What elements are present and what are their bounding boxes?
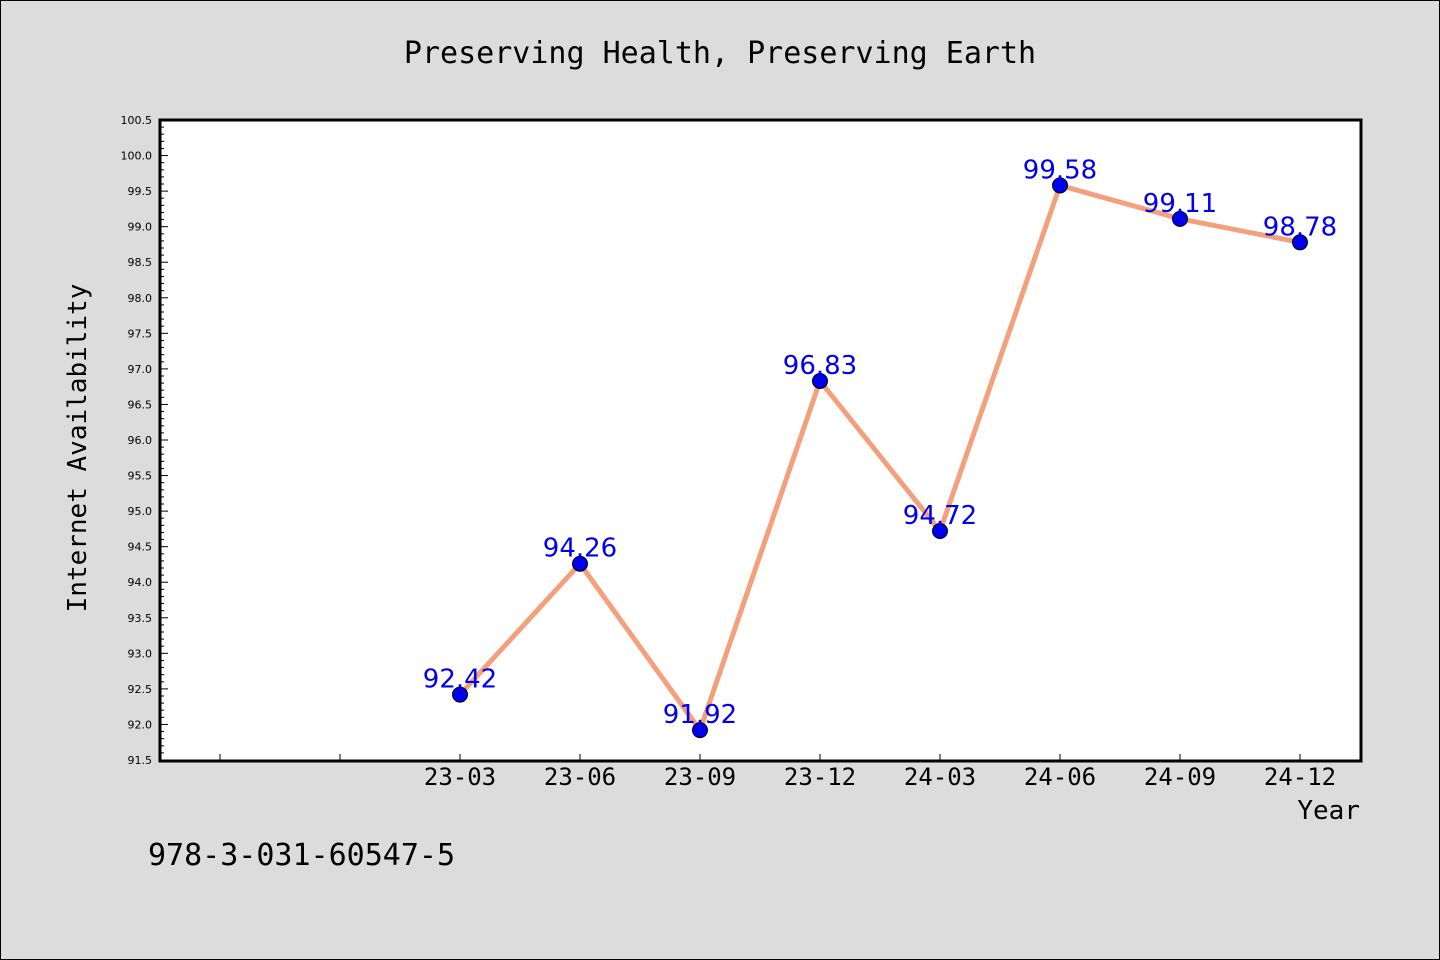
- y-tick-label: 94.0: [128, 576, 153, 589]
- y-tick-label: 97.0: [128, 363, 153, 376]
- y-tick-label: 97.5: [128, 327, 153, 340]
- data-point: [1292, 234, 1308, 251]
- data-label: 99.58: [1023, 155, 1097, 185]
- isbn-footer: 978-3-031-60547-5: [148, 838, 455, 873]
- x-axis: 23-03 23-06 23-09 23-12 24-03 24-06 24-09 24-12: [219, 754, 1336, 791]
- y-tick-label: 93.5: [128, 612, 153, 625]
- x-tick-label: 24-03: [904, 763, 976, 791]
- x-tick-label: 24-12: [1264, 763, 1336, 791]
- y-tick-label: 100.0: [121, 150, 153, 163]
- y-tick-label: 100.5: [121, 114, 153, 127]
- y-tick-label: 98.5: [128, 256, 153, 269]
- plot-area: [158, 118, 1363, 763]
- data-point: [452, 686, 468, 703]
- x-tick-label: 23-12: [784, 763, 856, 791]
- data-label: 98.78: [1263, 212, 1337, 242]
- x-tick-label: 23-09: [664, 763, 736, 791]
- x-axis-label: Year: [1297, 796, 1360, 826]
- x-tick-label: 23-03: [424, 763, 496, 791]
- y-axis: 91.5 92.0 92.5 93.0 93.5 94.0 94.5 95.0 95.5 96.0…: [121, 114, 168, 767]
- y-axis-label: Internet Availability: [63, 284, 93, 613]
- data-point: [812, 372, 828, 389]
- x-tick-label: 24-06: [1024, 763, 1096, 791]
- data-label: 96.83: [783, 351, 857, 381]
- x-tick-label: 24-09: [1144, 763, 1216, 791]
- data-point: [1172, 210, 1188, 227]
- y-tick-label: 96.5: [128, 398, 153, 411]
- data-point: [692, 722, 708, 739]
- y-tick-label: 93.0: [128, 647, 153, 660]
- y-tick-label: 92.5: [128, 683, 153, 696]
- y-tick-label: 96.0: [128, 434, 153, 447]
- chart-title: Preserving Health, Preserving Earth: [404, 36, 1036, 71]
- y-tick-label: 94.5: [128, 541, 153, 554]
- y-tick-label: 99.0: [128, 221, 153, 234]
- data-point: [932, 523, 948, 540]
- y-tick-label: 98.0: [128, 292, 153, 305]
- y-tick-label: 95.5: [128, 470, 153, 483]
- data-label: 94.26: [543, 534, 617, 564]
- series-line-group: 92.42 94.26 91.92 96.83 94.72 99.58 99.11 98.78: [423, 155, 1337, 739]
- y-tick-label: 92.0: [128, 718, 153, 731]
- y-tick-label: 99.5: [128, 185, 153, 198]
- data-label: 99.11: [1143, 189, 1217, 219]
- series-line: [458, 182, 1301, 733]
- data-label: 91.92: [663, 700, 737, 730]
- data-label: 94.72: [903, 501, 977, 531]
- x-tick-label: 23-06: [544, 763, 616, 791]
- data-point: [572, 555, 588, 572]
- data-label: 92.42: [423, 665, 497, 695]
- y-tick-label: 95.0: [128, 505, 153, 518]
- data-point: [1052, 177, 1068, 194]
- y-tick-label: 91.5: [128, 754, 153, 767]
